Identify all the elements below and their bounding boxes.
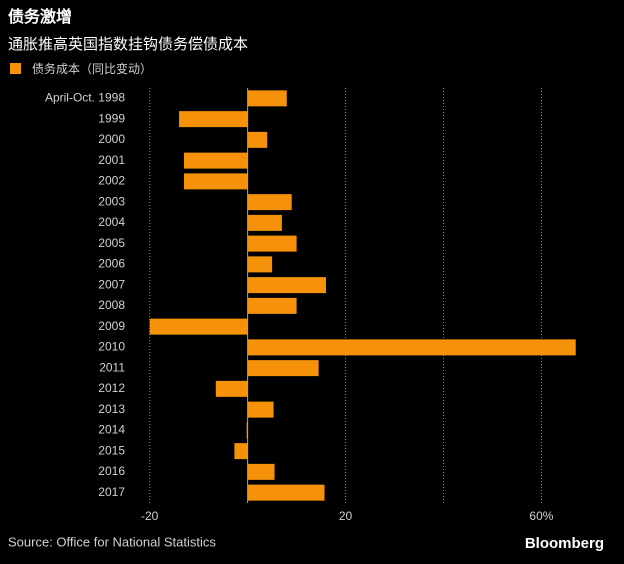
legend-label: 债务成本（同比变动）: [32, 61, 152, 76]
y-tick-label: 2017: [98, 485, 125, 499]
bar: [179, 111, 248, 128]
y-tick-label: 2013: [98, 402, 125, 416]
bar: [247, 339, 576, 356]
bar: [247, 277, 326, 294]
y-tick-label: 2003: [98, 194, 125, 208]
chart-title: 债务激增: [8, 7, 72, 26]
y-tick-label: 2012: [98, 381, 125, 395]
y-tick-label: 2016: [98, 464, 125, 478]
x-tick-label: 60%: [529, 509, 553, 523]
bar: [247, 256, 273, 273]
bar: [149, 318, 248, 335]
bar: [247, 484, 325, 501]
x-tick-label: -20: [141, 509, 159, 523]
source: Source: Office for National Statistics: [8, 534, 216, 549]
legend-swatch: [10, 63, 21, 74]
y-tick-label: 2010: [98, 340, 125, 354]
bar: [215, 380, 248, 397]
bar: [247, 401, 274, 418]
y-tick-label: 2002: [98, 174, 125, 188]
y-tick-label: 2008: [98, 298, 125, 312]
y-tick-label: 2000: [98, 132, 125, 146]
bar: [247, 90, 287, 107]
y-tick-label: 2005: [98, 236, 125, 250]
y-tick-label: 1999: [98, 111, 125, 125]
bar: [247, 235, 297, 252]
chart-subtitle: 通胀推高英国指数挂钩债务偿债成本: [8, 35, 248, 53]
bar: [234, 443, 248, 460]
bar: [246, 422, 248, 439]
y-tick-label: 2014: [98, 423, 125, 437]
y-tick-label: 2009: [98, 319, 125, 333]
y-tick-label: 2007: [98, 277, 125, 291]
y-tick-label: 2006: [98, 257, 125, 271]
bar: [247, 297, 297, 314]
y-tick-label: 2001: [98, 153, 125, 167]
bar: [247, 463, 275, 480]
bar: [247, 131, 268, 148]
bar: [247, 214, 282, 231]
bar: [247, 194, 292, 211]
bar: [183, 152, 248, 169]
y-tick-label: 2015: [98, 443, 125, 457]
x-tick-label: 20: [339, 509, 353, 523]
y-tick-label: 2011: [99, 360, 125, 374]
y-tick-label: April-Oct. 1998: [45, 91, 125, 105]
bar: [247, 360, 319, 377]
bar: [183, 173, 248, 190]
brand: Bloomberg: [525, 535, 604, 552]
y-tick-label: 2004: [98, 215, 125, 229]
